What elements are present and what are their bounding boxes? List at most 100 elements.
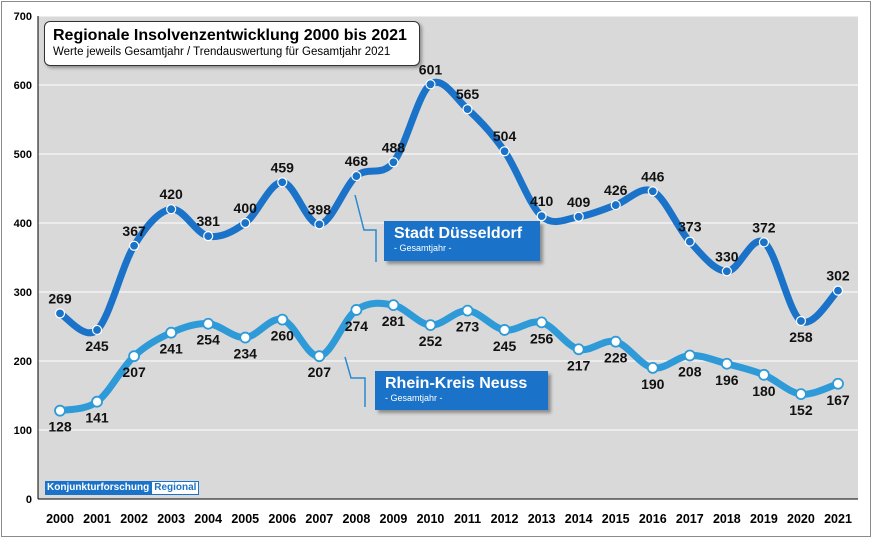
data-label: 260 <box>271 328 295 344</box>
series-name-neuss: Rhein-Kreis Neuss <box>385 375 528 392</box>
data-label: 152 <box>789 402 813 418</box>
data-label: 488 <box>382 139 406 155</box>
data-point <box>499 146 510 157</box>
x-tick-label: 2004 <box>194 512 222 526</box>
data-point <box>536 211 547 222</box>
data-label: 410 <box>530 193 554 209</box>
data-label: 196 <box>715 372 739 388</box>
x-tick-label: 2018 <box>713 512 741 526</box>
data-label: 367 <box>122 223 146 239</box>
data-label: 420 <box>159 186 183 202</box>
x-tick-label: 2019 <box>750 512 778 526</box>
x-tick-label: 2013 <box>528 512 556 526</box>
data-point <box>314 219 325 230</box>
x-tick-label: 2001 <box>83 512 111 526</box>
x-tick-label: 2014 <box>565 512 593 526</box>
data-label: 446 <box>641 168 665 184</box>
x-tick-label: 2000 <box>46 512 74 526</box>
data-label: 208 <box>678 363 702 379</box>
data-label: 245 <box>85 338 109 354</box>
data-label: 234 <box>234 346 258 362</box>
data-point <box>387 299 400 312</box>
data-point <box>646 361 659 374</box>
data-point <box>573 211 584 222</box>
data-point <box>425 79 436 90</box>
x-tick-label: 2002 <box>120 512 148 526</box>
connector-neuss <box>344 356 366 407</box>
data-label: 330 <box>715 248 739 264</box>
x-tick-label: 2015 <box>602 512 630 526</box>
data-label: 254 <box>197 332 221 348</box>
data-label: 281 <box>382 313 406 329</box>
x-tick-label: 2009 <box>380 512 408 526</box>
data-point <box>91 395 103 408</box>
data-point <box>202 317 215 330</box>
data-point <box>91 324 103 336</box>
data-point <box>609 335 622 348</box>
data-point <box>535 316 548 329</box>
x-tick-label: 2020 <box>787 512 815 526</box>
data-point <box>54 308 66 319</box>
data-point <box>684 236 695 247</box>
data-point <box>240 217 251 229</box>
series-line-neuss <box>56 299 842 415</box>
data-point <box>277 177 288 188</box>
data-point <box>610 199 621 211</box>
x-tick-label: 2008 <box>342 512 370 526</box>
data-label: 228 <box>604 350 628 366</box>
data-point <box>424 319 437 332</box>
data-point <box>276 313 289 326</box>
data-label: 400 <box>234 200 258 216</box>
y-tick-label: 600 <box>14 80 32 92</box>
data-label: 141 <box>85 410 109 426</box>
y-tick-label: 400 <box>14 218 32 230</box>
data-label: 217 <box>567 357 591 373</box>
data-point <box>166 204 177 215</box>
data-point <box>683 349 696 362</box>
x-tick-label: 2010 <box>417 512 445 526</box>
y-tick-label: 0 <box>26 494 32 506</box>
series-label-duesseldorf: Stadt Düsseldorf - Gesamtjahr - <box>384 221 540 261</box>
series-sublabel-duesseldorf: - Gesamtjahr - <box>394 243 452 253</box>
data-point <box>388 157 399 168</box>
data-point <box>758 237 770 248</box>
y-tick-label: 500 <box>14 149 32 161</box>
data-label: 601 <box>419 61 443 77</box>
data-label: 372 <box>752 219 776 235</box>
data-label: 241 <box>159 341 183 357</box>
series-sublabel-neuss: - Gesamtjahr - <box>385 393 443 403</box>
data-point <box>720 357 733 370</box>
y-tick-label: 700 <box>14 11 32 23</box>
data-label: 381 <box>197 213 221 229</box>
data-label: 468 <box>345 153 369 169</box>
data-point <box>832 377 844 390</box>
data-point <box>721 266 732 277</box>
data-label: 274 <box>345 318 369 334</box>
source-tag-left: Konjunkturforschung <box>45 481 152 495</box>
data-label: 504 <box>493 128 517 144</box>
data-label: 128 <box>48 419 72 435</box>
data-point <box>128 350 140 363</box>
data-point <box>54 404 66 417</box>
data-label: 245 <box>493 338 517 354</box>
data-label: 398 <box>308 201 332 217</box>
data-label: 256 <box>530 330 554 346</box>
data-point <box>832 285 844 296</box>
data-label: 167 <box>826 392 850 408</box>
data-point <box>795 388 807 401</box>
data-label: 565 <box>456 86 480 102</box>
chart-subtitle: Werte jeweils Gesamtjahr / Trendauswertu… <box>53 46 391 58</box>
x-tick-label: 2005 <box>231 512 259 526</box>
x-tick-label: 2006 <box>268 512 296 526</box>
data-point <box>128 240 140 251</box>
data-point <box>203 231 214 242</box>
y-tick-label: 300 <box>14 287 32 299</box>
x-tick-label: 2012 <box>491 512 519 526</box>
chart-title: Regionale Insolvenzentwicklung 2000 bis … <box>53 27 407 44</box>
data-label: 459 <box>271 159 295 175</box>
data-label: 373 <box>678 219 702 235</box>
data-point <box>498 324 511 336</box>
data-point <box>647 186 658 197</box>
series-label-neuss: Rhein-Kreis Neuss - Gesamtjahr - <box>375 371 548 410</box>
